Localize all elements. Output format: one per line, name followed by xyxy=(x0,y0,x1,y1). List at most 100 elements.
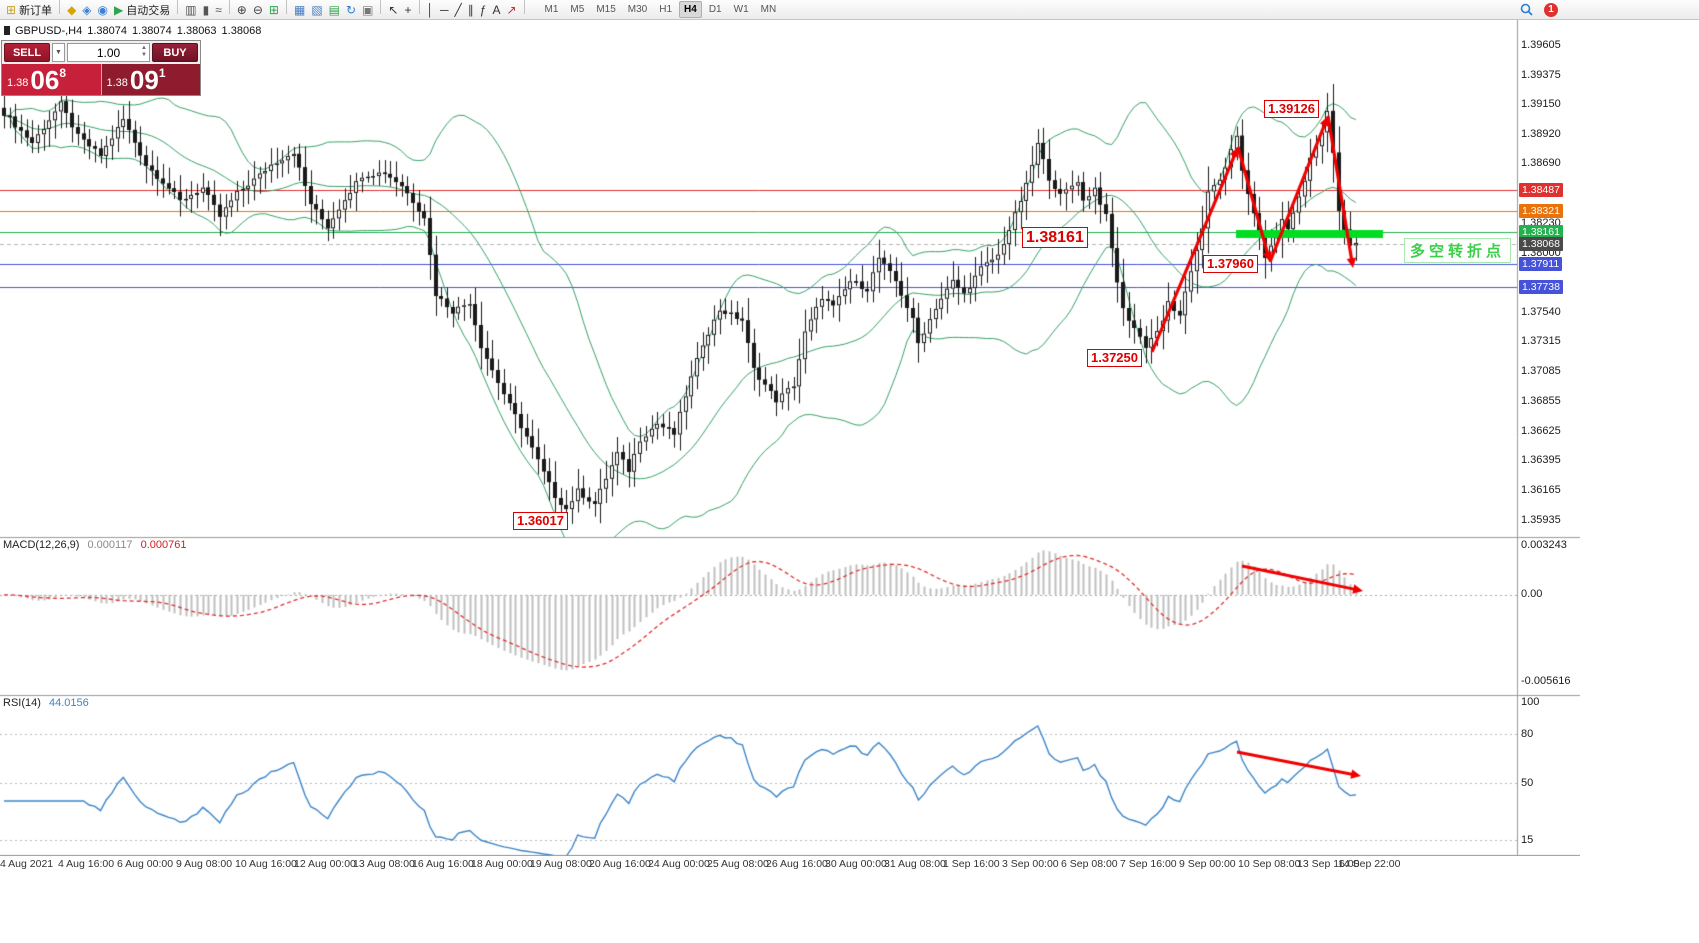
zoom-out-icon[interactable]: ⊖ xyxy=(250,1,266,19)
market-watch-icon[interactable]: ◆ xyxy=(64,1,79,19)
template-icon[interactable]: ▣ xyxy=(359,1,376,19)
time-axis-label: 1 Sep 16:00 xyxy=(943,858,1000,870)
time-axis-label: 6 Sep 08:00 xyxy=(1061,858,1118,870)
price-annotation[interactable]: 1.36017 xyxy=(513,512,568,530)
price-annotation[interactable]: 1.38161 xyxy=(1022,227,1088,249)
sell-price[interactable]: 1.38 06 8 xyxy=(2,64,101,95)
vertical-line-icon: │ xyxy=(426,3,435,17)
toolbar: ⊞ 新订单 ◆ ◈ ◉ ▶ 自动交易 ▥ ▮ ≈ ⊕ ⊖ ⊞ ▦ ▧ ▤ ↻ ▣ ↖ + │ ─ ╱ ∥ ƒ A ↗ M1 M5 M15… xyxy=(0,0,1699,20)
sell-price-point: 8 xyxy=(59,66,67,80)
sell-price-big-figure: 1.38 xyxy=(7,77,29,89)
timeframe-toolbar: M1 M5 M15 M30 H1 H4 D1 W1 MN xyxy=(539,1,783,18)
time-axis-label: 19 Aug 08:00 xyxy=(530,858,592,870)
time-axis-label: 14 Sep 22:00 xyxy=(1338,858,1401,870)
toolbar-right-group: 1 xyxy=(1517,1,1696,19)
buy-price[interactable]: 1.38 09 1 xyxy=(100,64,200,95)
new-chart-icon: ▤ xyxy=(328,3,341,17)
buy-price-big-figure: 1.38 xyxy=(106,77,128,89)
sell-button[interactable]: SELL xyxy=(4,43,50,62)
quote-close: 1.38068 xyxy=(221,25,262,37)
macd-header: MACD(12,26,9) 0.000117 0.000761 xyxy=(3,539,187,551)
volume-field[interactable]: ▲▼ xyxy=(67,43,150,62)
price-annotation[interactable]: 1.37250 xyxy=(1087,349,1142,367)
candle-chart-icon[interactable]: ▮ xyxy=(200,1,213,19)
horizontal-line-icon[interactable]: ─ xyxy=(437,1,452,19)
channel-icon[interactable]: ∥ xyxy=(465,1,477,19)
time-axis-label: 13 Aug 08:00 xyxy=(353,858,415,870)
timeframe-mn[interactable]: MN xyxy=(760,4,777,15)
trendline-icon[interactable]: ╱ xyxy=(452,1,465,19)
line-chart-icon[interactable]: ≈ xyxy=(212,1,225,19)
new-order-button[interactable]: ⊞ 新订单 xyxy=(3,1,55,19)
terminal-icon[interactable]: ◉ xyxy=(95,1,111,19)
chart-canvas[interactable] xyxy=(0,20,1580,856)
volume-stepper[interactable]: ▲ ▼ xyxy=(141,45,147,58)
buy-price-point: 1 xyxy=(158,66,166,80)
timeframe-m5[interactable]: M5 xyxy=(570,4,585,15)
time-axis-label: 30 Aug 00:00 xyxy=(825,858,887,870)
ohlc-readout: GBPUSD-,H4 1.38074 1.38074 1.38063 1.38068 xyxy=(4,25,266,37)
time-axis-label: 4 Aug 2021 xyxy=(0,858,54,870)
fibonacci-icon[interactable]: ƒ xyxy=(477,1,490,19)
timeframe-m15[interactable]: M15 xyxy=(596,4,616,15)
text-icon[interactable]: A xyxy=(489,1,503,19)
cascade-windows-icon[interactable]: ▧ xyxy=(308,1,325,19)
bar-chart-icon: ▥ xyxy=(185,3,197,17)
bar-chart-icon[interactable]: ▥ xyxy=(182,1,199,19)
vertical-line-icon[interactable]: │ xyxy=(424,1,438,19)
timeframe-m30[interactable]: M30 xyxy=(627,4,648,15)
autotrade-label: 自动交易 xyxy=(126,5,171,17)
toolbar-separator xyxy=(285,0,287,14)
tile-windows-icon[interactable]: ⊞ xyxy=(266,1,282,19)
macd-signal-value: 0.000761 xyxy=(140,539,187,551)
quote-low: 1.38063 xyxy=(176,25,217,37)
symbol-label: GBPUSD-,H4 xyxy=(15,25,83,37)
timeframe-h1[interactable]: H1 xyxy=(659,4,673,15)
search-icon xyxy=(1520,3,1533,16)
fibonacci-icon: ƒ xyxy=(479,3,487,17)
bull-bear-turning-point-note[interactable]: 多空转折点 xyxy=(1404,238,1512,263)
toolbar-separator xyxy=(59,0,61,14)
time-axis-label: 31 Aug 08:00 xyxy=(884,858,946,870)
arrange-windows-icon[interactable]: ▦ xyxy=(291,1,308,19)
buy-button[interactable]: BUY xyxy=(152,43,198,62)
timeframe-w1[interactable]: W1 xyxy=(733,4,749,15)
macd-label: MACD(12,26,9) xyxy=(3,539,80,551)
price-annotation[interactable]: 1.39126 xyxy=(1264,100,1319,118)
volume-dropdown[interactable]: ▼ xyxy=(52,43,65,62)
new-chart-icon[interactable]: ▤ xyxy=(326,1,343,19)
arrows-tool-icon: ↗ xyxy=(506,3,517,17)
time-axis-label: 20 Aug 16:00 xyxy=(589,858,651,870)
zoom-out-icon: ⊖ xyxy=(252,3,263,17)
refresh-icon[interactable]: ↻ xyxy=(343,1,359,19)
notification-count-badge[interactable]: 1 xyxy=(1544,2,1558,17)
timeframe-m1[interactable]: M1 xyxy=(544,4,559,15)
crosshair-icon[interactable]: + xyxy=(401,1,414,19)
buy-price-pips: 09 xyxy=(129,65,159,95)
toolbar-separator xyxy=(523,0,525,14)
rsi-label: RSI(14) xyxy=(3,697,41,709)
time-axis-label: 26 Aug 16:00 xyxy=(766,858,828,870)
template-icon: ▣ xyxy=(362,3,374,17)
time-axis-label: 6 Aug 00:00 xyxy=(117,858,174,870)
search-button[interactable] xyxy=(1517,1,1536,19)
crosshair-icon: + xyxy=(404,3,412,17)
data-window-icon[interactable]: ◈ xyxy=(79,1,94,19)
line-chart-icon: ≈ xyxy=(215,3,222,17)
time-axis-label: 16 Aug 16:00 xyxy=(412,858,474,870)
time-axis-label: 10 Aug 16:00 xyxy=(235,858,297,870)
quote-open: 1.38074 xyxy=(87,25,128,37)
zoom-in-icon[interactable]: ⊕ xyxy=(234,1,250,19)
trendline-icon: ╱ xyxy=(454,3,462,17)
time-axis-label: 18 Aug 00:00 xyxy=(471,858,533,870)
terminal-icon: ◉ xyxy=(97,3,109,17)
one-click-trading-panel: SELL ▼ ▲▼ BUY 1.38 06 8 1.38 09 1 xyxy=(1,40,201,96)
timeframe-d1[interactable]: D1 xyxy=(708,4,722,15)
cursor-icon[interactable]: ↖ xyxy=(385,1,401,19)
autotrade-button[interactable]: ▶ 自动交易 xyxy=(111,1,173,19)
volume-input[interactable] xyxy=(78,45,139,60)
arrows-tool-icon[interactable]: ↗ xyxy=(503,1,519,19)
price-annotation[interactable]: 1.37960 xyxy=(1203,255,1258,273)
toolbar-separator xyxy=(228,0,230,14)
timeframe-h4[interactable]: H4 xyxy=(679,1,702,18)
